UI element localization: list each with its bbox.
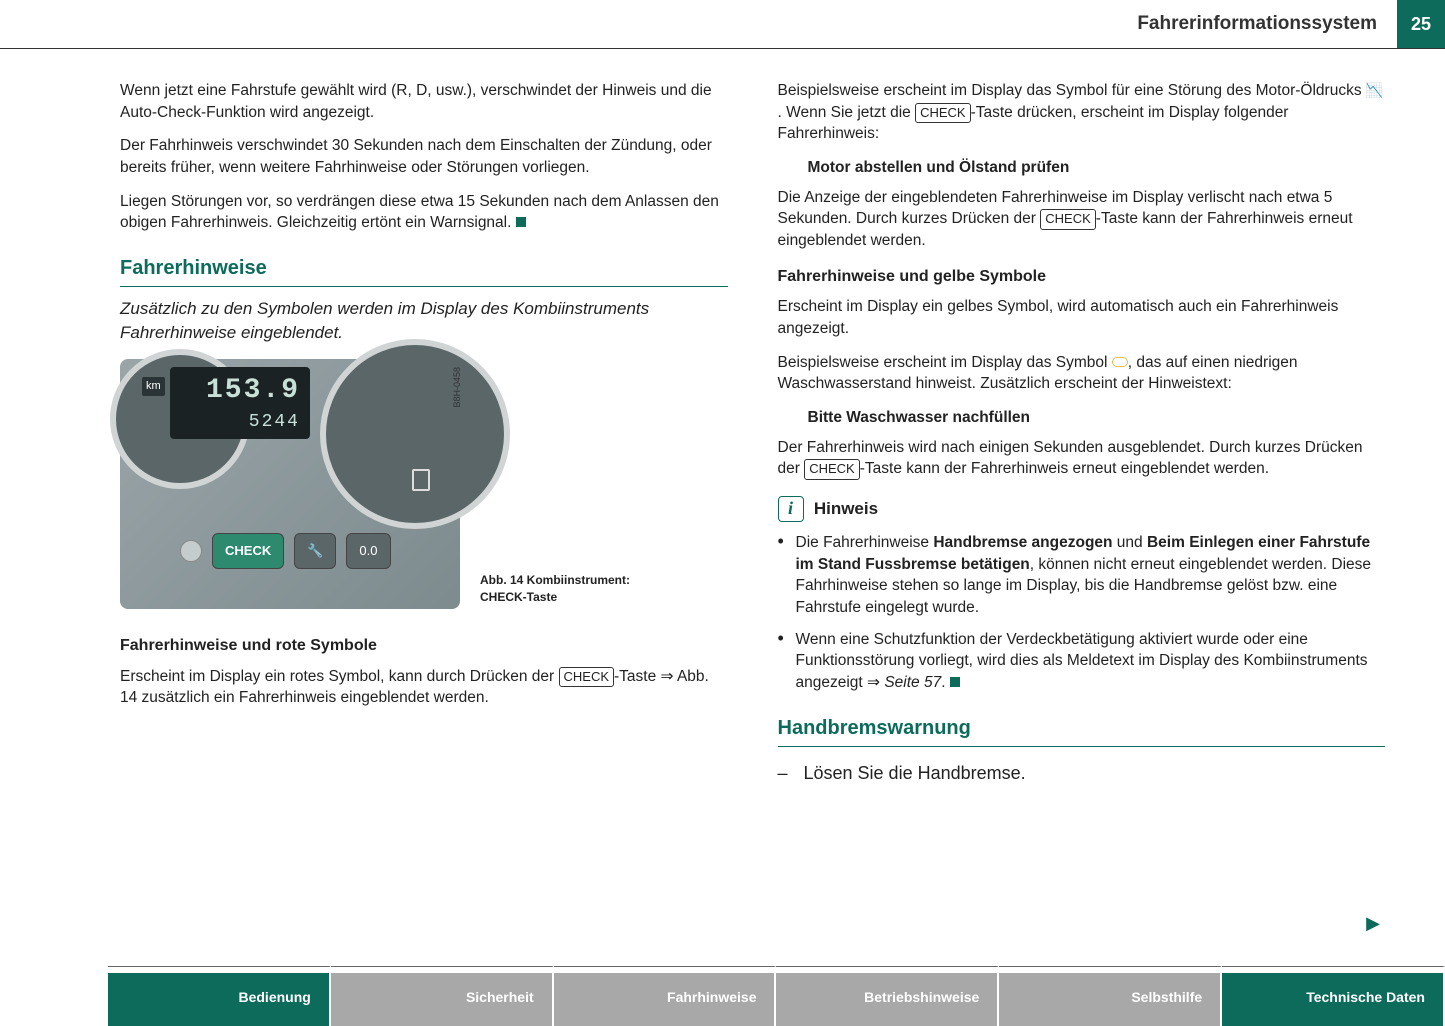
- figure-code: B8H-0458: [451, 367, 464, 408]
- text: Beispielsweise erscheint im Display das …: [778, 354, 1112, 371]
- tab-selbsthilfe[interactable]: Selbsthilfe: [999, 966, 1222, 1026]
- text: und: [1113, 534, 1147, 551]
- figure-caption: Abb. 14 Kombiinstrument: CHECK-Taste: [480, 572, 640, 606]
- odometer-display: 153.9 5244: [170, 367, 310, 439]
- indented-instruction: Motor abstellen und Ölstand prüfen: [808, 157, 1386, 179]
- indented-instruction: Bitte Waschwasser nachfüllen: [808, 407, 1386, 429]
- section-heading: Fahrerhinweise: [120, 254, 728, 287]
- dashboard-buttons: CHECK 🔧 0.0: [180, 533, 391, 569]
- text: -Taste kann der Fahrerhinweis erneut ein…: [860, 460, 1269, 477]
- header-rule: [0, 48, 1445, 49]
- km-label: km: [142, 377, 165, 396]
- check-key-icon: CHECK: [1040, 209, 1096, 229]
- check-key-icon: CHECK: [915, 103, 971, 123]
- subheading: Fahrerhinweise und rote Symbole: [120, 635, 728, 657]
- text: Beispielsweise erscheint im Display das …: [778, 82, 1366, 99]
- right-column: Beispielsweise erscheint im Display das …: [778, 80, 1386, 936]
- page-header: Fahrerinformationssystem 25: [0, 0, 1445, 48]
- dash-text: Lösen Sie die Handbremse.: [804, 761, 1386, 786]
- paragraph: Beispielsweise erscheint im Display das …: [778, 352, 1386, 395]
- end-square-icon: [516, 217, 526, 227]
- italic-text: Seite 57: [884, 674, 941, 691]
- subheading: Fahrerhinweise und gelbe Symbole: [778, 266, 1386, 288]
- text: Liegen Störungen vor, so verdrängen dies…: [120, 193, 719, 232]
- info-icon: i: [778, 496, 804, 522]
- page-number: 25: [1397, 0, 1445, 48]
- content-area: Wenn jetzt eine Fahrstufe gewählt wird (…: [120, 80, 1385, 936]
- tab-fahrhinweise[interactable]: Fahrhinweise: [554, 966, 777, 1026]
- paragraph: Die Anzeige der eingeblendeten Fahrerhin…: [778, 187, 1386, 252]
- check-key-icon: CHECK: [559, 667, 615, 687]
- footer-nav: Bedienung Sicherheit Fahrhinweise Betrie…: [0, 966, 1445, 1026]
- tab-betriebshinweise[interactable]: Betriebshinweise: [776, 966, 999, 1026]
- paragraph: Liegen Störungen vor, so verdrängen dies…: [120, 191, 728, 234]
- tab-sicherheit[interactable]: Sicherheit: [331, 966, 554, 1026]
- text: Die Fahrerhinweise: [796, 534, 934, 551]
- check-key-icon: CHECK: [804, 459, 860, 479]
- paragraph: Erscheint im Display ein rotes Symbol, k…: [120, 666, 728, 709]
- end-square-icon: [950, 677, 960, 687]
- paragraph: Der Fahrerhinweis wird nach einigen Seku…: [778, 437, 1386, 480]
- button-circle: [180, 540, 202, 562]
- text: Erscheint im Display ein rotes Symbol, k…: [120, 668, 559, 685]
- hinweis-label: Hinweis: [814, 499, 878, 518]
- tab-technische-daten[interactable]: Technische Daten: [1222, 966, 1445, 1026]
- washer-fluid-icon: [1112, 357, 1128, 367]
- bullet-dot: •: [778, 532, 796, 619]
- fuel-icon: [412, 469, 430, 491]
- bullet-item: • Wenn eine Schutzfunktion der Verdeckbe…: [778, 629, 1386, 694]
- footer-spacer: [0, 966, 108, 1026]
- header-title: Fahrerinformationssystem: [1137, 13, 1377, 35]
- text: . Wenn Sie jetzt die: [778, 104, 916, 121]
- bullet-text: Wenn eine Schutzfunktion der Verdeckbetä…: [796, 629, 1386, 694]
- hinweis-header: i Hinweis: [778, 496, 1386, 522]
- text: Wenn eine Schutzfunktion der Verdeckbetä…: [796, 631, 1368, 691]
- section-heading: Handbremswarnung: [778, 714, 1386, 747]
- zero-button: 0.0: [346, 533, 390, 569]
- wrench-button: 🔧: [294, 533, 336, 569]
- text: .: [941, 674, 945, 691]
- bullet-text: Die Fahrerhinweise Handbremse angezogen …: [796, 532, 1386, 619]
- odometer-line2: 5244: [180, 410, 300, 435]
- gauge-right: [320, 339, 510, 529]
- figure-dashboard: km 153.9 5244 CHECK 🔧 0.0 B8H-0458: [120, 359, 460, 609]
- tab-bedienung[interactable]: Bedienung: [108, 966, 331, 1026]
- paragraph: Beispielsweise erscheint im Display das …: [778, 80, 1386, 145]
- bold-text: Handbremse angezogen: [933, 534, 1112, 551]
- bullet-dot: •: [778, 629, 796, 694]
- continue-arrow-icon: ▶: [1366, 911, 1380, 936]
- section-subtitle: Zusätzlich zu den Symbolen werden im Dis…: [120, 297, 728, 345]
- oil-pressure-icon: 📉: [1366, 81, 1383, 101]
- bullet-item: • Die Fahrerhinweise Handbremse angezoge…: [778, 532, 1386, 619]
- dash-item: – Lösen Sie die Handbremse.: [778, 761, 1386, 786]
- dash-marker: –: [778, 761, 804, 786]
- paragraph: Erscheint im Display ein gelbes Symbol, …: [778, 296, 1386, 339]
- check-button: CHECK: [212, 533, 284, 569]
- paragraph: Der Fahrhinweis verschwindet 30 Sekunden…: [120, 135, 728, 178]
- odometer-line1: 153.9: [180, 371, 300, 410]
- left-column: Wenn jetzt eine Fahrstufe gewählt wird (…: [120, 80, 728, 936]
- paragraph: Wenn jetzt eine Fahrstufe gewählt wird (…: [120, 80, 728, 123]
